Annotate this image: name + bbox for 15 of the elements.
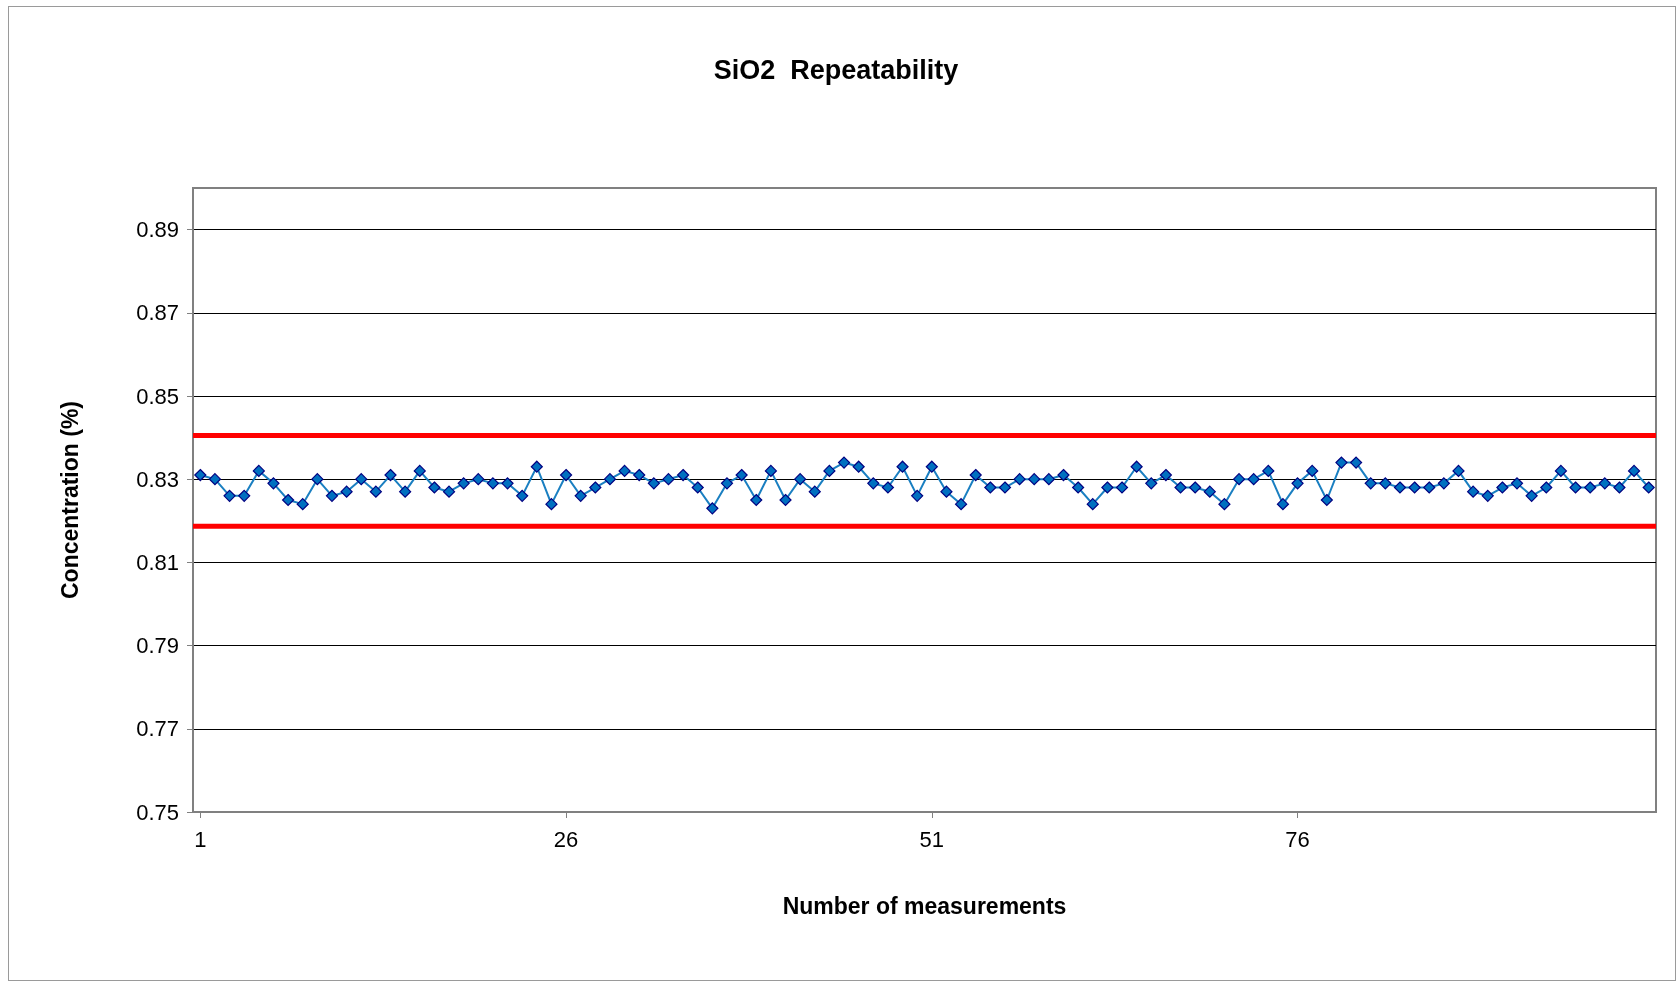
y-tick-label: 0.81: [136, 549, 179, 575]
x-axis-title: Number of measurements: [782, 892, 1067, 919]
x-tick-label: 51: [919, 826, 945, 852]
y-tick-label: 0.85: [136, 383, 179, 409]
y-tick-label: 0.77: [136, 716, 179, 742]
y-tick-label: 0.75: [136, 799, 179, 825]
y-tick-label: 0.87: [136, 300, 179, 326]
x-tick-label: 26: [553, 826, 579, 852]
x-tick-label: 1: [194, 826, 207, 852]
y-axis-title: Concentration (%): [56, 400, 83, 600]
y-tick-label: 0.89: [136, 217, 179, 243]
y-tick-label: 0.79: [136, 633, 179, 659]
x-tick-label: 76: [1285, 826, 1310, 852]
chart-title: SiO2 Repeatability: [713, 54, 959, 85]
y-tick-label: 0.83: [136, 466, 179, 492]
